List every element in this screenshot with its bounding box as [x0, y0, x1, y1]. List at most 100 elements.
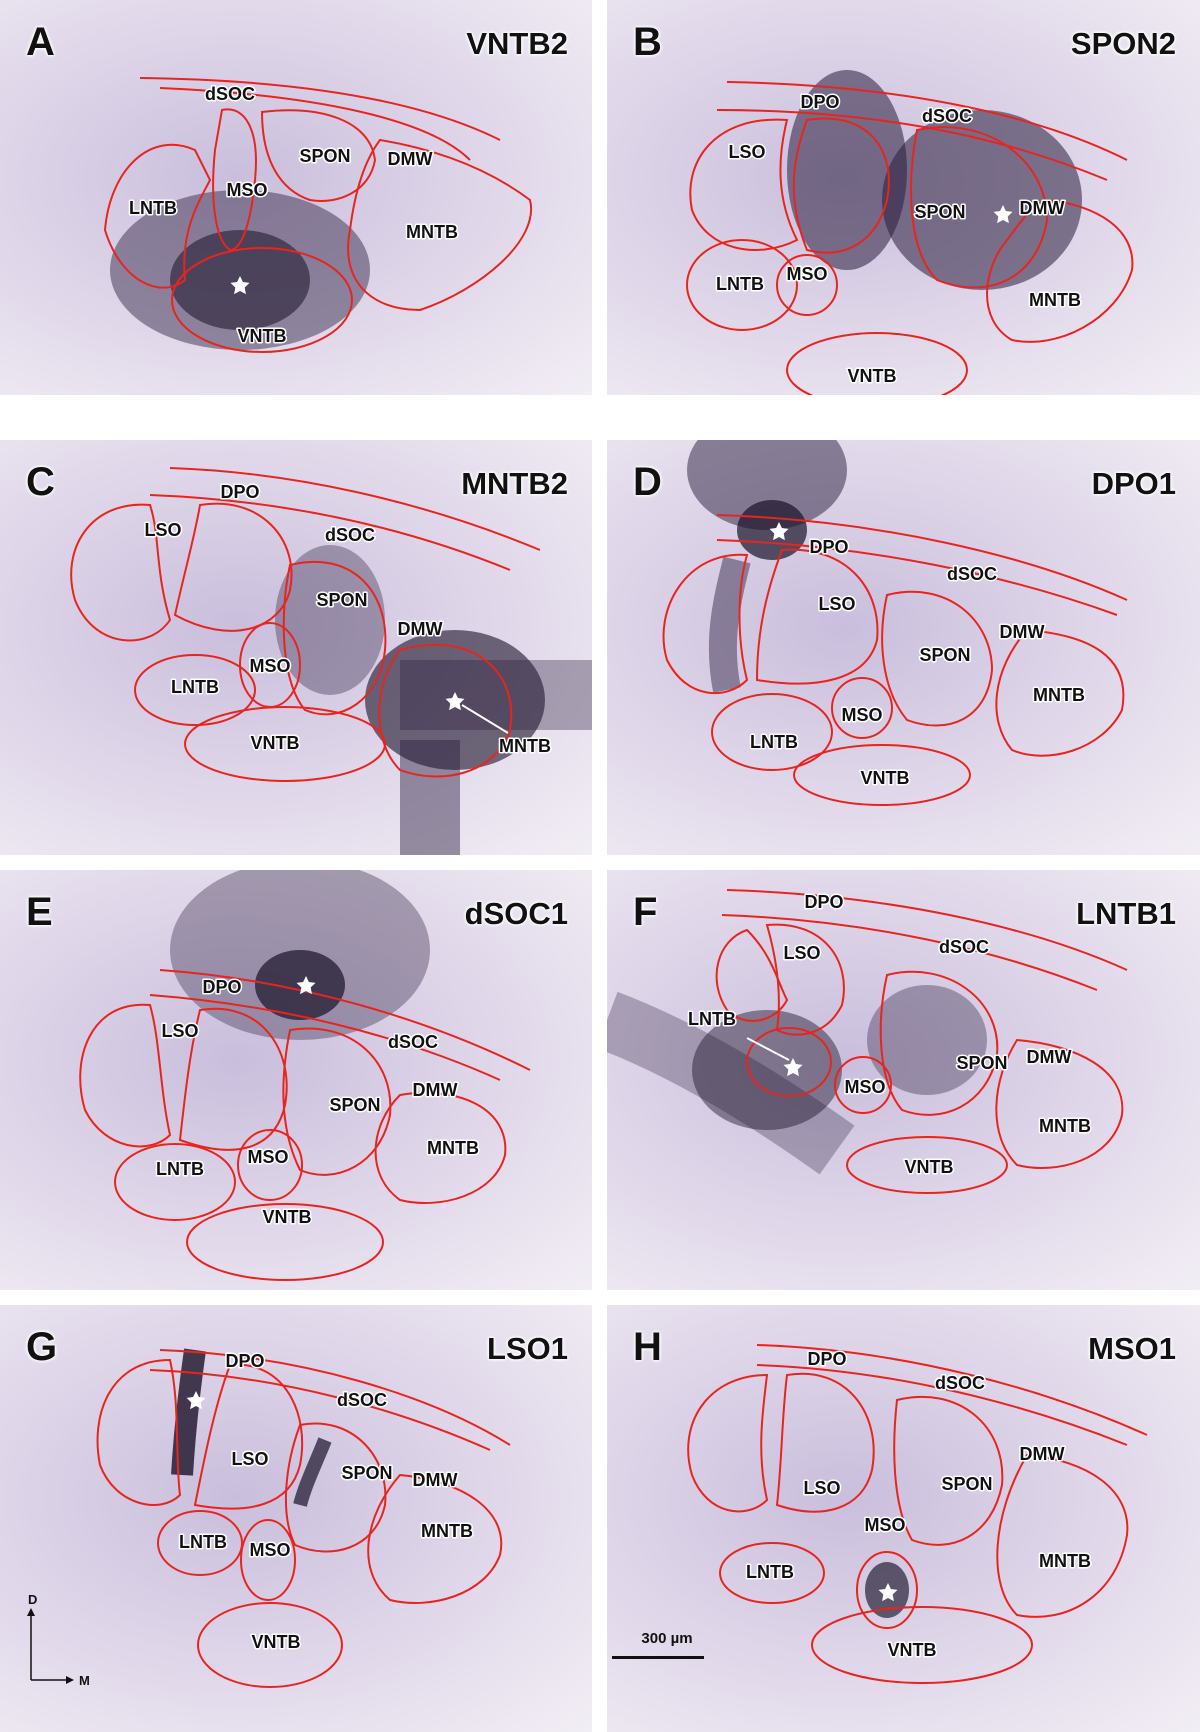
region-label-dpo: DPO	[807, 1349, 846, 1369]
region-label-lso: LSO	[144, 520, 181, 540]
panel-letter: C	[26, 460, 55, 504]
dorsal-label: D	[28, 1592, 37, 1607]
panel-b-outlines: DPO dSOC LSO SPON DMW LNTB MSO MNTB VNTB	[686, 70, 1134, 395]
region-label-mntb: MNTB	[1039, 1551, 1091, 1571]
region-label-mso: MSO	[247, 1147, 288, 1167]
region-label-dmw: DMW	[388, 149, 433, 169]
region-label-dsoc: dSOC	[337, 1390, 387, 1410]
region-label-dmw: DMW	[1000, 622, 1045, 642]
region-label-dsoc: dSOC	[922, 106, 972, 126]
scale-bar-label: 300 µm	[641, 1630, 693, 1647]
region-label-mso: MSO	[249, 656, 290, 676]
region-label-dpo: DPO	[804, 892, 843, 912]
orientation-indicator: D M	[27, 1592, 90, 1688]
medial-label: M	[79, 1673, 90, 1688]
region-label-mntb: MNTB	[1039, 1116, 1091, 1136]
region-label-dpo: DPO	[809, 537, 848, 557]
region-label-dmw: DMW	[1020, 198, 1065, 218]
panel-title: MNTB2	[461, 466, 568, 501]
panel-h: DPO dSOC LSO DMW SPON MSO LNTB MNTB VNTB…	[607, 1305, 1200, 1732]
region-label-dsoc: dSOC	[388, 1032, 438, 1052]
panel-title: MSO1	[1088, 1331, 1176, 1366]
panel-title: SPON2	[1070, 26, 1176, 61]
region-label-lntb: LNTB	[746, 1562, 794, 1582]
region-label-vntb: VNTB	[252, 1632, 301, 1652]
panel-letter: A	[26, 20, 55, 64]
panel-f: DPO LSO dSOC LNTB SPON DMW MSO MNTB VNTB…	[607, 870, 1200, 1290]
region-label-spon: SPON	[919, 645, 970, 665]
region-label-mso: MSO	[864, 1515, 905, 1535]
region-label-spon: SPON	[299, 146, 350, 166]
panel-letter: D	[633, 460, 662, 504]
region-label-mso: MSO	[786, 264, 827, 284]
region-label-spon: SPON	[914, 202, 965, 222]
region-label-lso: LSO	[803, 1478, 840, 1498]
region-label-dsoc: dSOC	[939, 937, 989, 957]
region-label-mso: MSO	[841, 705, 882, 725]
region-label-spon: SPON	[941, 1474, 992, 1494]
panel-e-outlines: DPO LSO dSOC DMW SPON MNTB MSO LNTB VNTB	[79, 870, 531, 1281]
region-label-mntb: MNTB	[406, 222, 458, 242]
scale-bar-line	[612, 1656, 704, 1659]
region-label-vntb: VNTB	[251, 733, 300, 753]
injection-site-star	[783, 1058, 803, 1077]
region-label-dmw: DMW	[1020, 1444, 1065, 1464]
panel-letter: E	[26, 890, 53, 934]
panel-title: dSOC1	[464, 896, 568, 931]
panel-h-outlines: DPO dSOC LSO DMW SPON MSO LNTB MNTB VNTB	[687, 1344, 1148, 1684]
panel-title: LNTB1	[1076, 896, 1176, 931]
region-label-vntb: VNTB	[861, 768, 910, 788]
region-label-dsoc: dSOC	[935, 1373, 985, 1393]
region-label-lso: LSO	[231, 1449, 268, 1469]
region-label-spon: SPON	[956, 1053, 1007, 1073]
region-label-mntb: MNTB	[427, 1138, 479, 1158]
region-label-lntb: LNTB	[156, 1159, 204, 1179]
region-label-lso: LSO	[161, 1021, 198, 1041]
region-label-dmw: DMW	[413, 1080, 458, 1100]
region-label-mntb: MNTB	[499, 736, 551, 756]
panel-b: DPO dSOC LSO SPON DMW LNTB MSO MNTB VNTB…	[607, 0, 1200, 395]
region-label-dsoc: dSOC	[947, 564, 997, 584]
region-label-dpo: DPO	[800, 92, 839, 112]
panel-g-outlines: DPO dSOC LSO SPON DMW MNTB LNTB MSO VNTB	[96, 1348, 511, 1688]
injection-site-star	[230, 276, 250, 295]
region-label-spon: SPON	[341, 1463, 392, 1483]
region-label-dsoc: dSOC	[325, 525, 375, 545]
region-label-lntb: LNTB	[179, 1532, 227, 1552]
injection-site-star	[296, 976, 316, 995]
region-label-mntb: MNTB	[1033, 685, 1085, 705]
region-label-lso: LSO	[728, 142, 765, 162]
panel-letter: F	[633, 890, 658, 934]
panel-a-outlines: dSOC SPON DMW MSO LNTB MNTB VNTB	[103, 77, 533, 353]
region-label-mntb: MNTB	[421, 1521, 473, 1541]
injection-site-star	[769, 522, 789, 541]
panel-d-outlines: DPO dSOC LSO DMW SPON MNTB MSO LNTB VNTB	[662, 440, 1128, 806]
region-label-mntb: MNTB	[1029, 290, 1081, 310]
panel-letter: B	[633, 20, 662, 64]
panel-f-outlines: DPO LSO dSOC LNTB SPON DMW MSO MNTB VNTB	[607, 889, 1128, 1194]
region-label-vntb: VNTB	[905, 1157, 954, 1177]
panel-a: dSOC SPON DMW MSO LNTB MNTB VNTB A VNTB2	[0, 0, 592, 395]
region-label-lntb: LNTB	[716, 274, 764, 294]
region-label-lntb: LNTB	[129, 198, 177, 218]
injection-site-star	[445, 692, 465, 711]
panel-title: DPO1	[1091, 466, 1176, 501]
region-label-spon: SPON	[329, 1095, 380, 1115]
panel-e: DPO LSO dSOC DMW SPON MNTB MSO LNTB VNTB…	[0, 870, 592, 1290]
region-label-vntb: VNTB	[888, 1640, 937, 1660]
injection-site-star	[878, 1583, 898, 1602]
region-label-vntb: VNTB	[848, 366, 897, 386]
region-label-mso: MSO	[249, 1540, 290, 1560]
panel-c-outlines: DPO LSO dSOC SPON DMW MSO LNTB VNTB MNTB	[70, 467, 592, 855]
panel-c: DPO LSO dSOC SPON DMW MSO LNTB VNTB MNTB…	[0, 440, 592, 855]
region-label-lntb: LNTB	[750, 732, 798, 752]
region-label-mso: MSO	[226, 180, 267, 200]
region-label-dpo: DPO	[202, 977, 241, 997]
region-label-spon: SPON	[316, 590, 367, 610]
injection-site-star	[186, 1391, 206, 1410]
panel-title: LSO1	[487, 1331, 568, 1366]
region-label-dmw: DMW	[398, 619, 443, 639]
panel-d: DPO dSOC LSO DMW SPON MNTB MSO LNTB VNTB…	[607, 440, 1200, 855]
region-label-lso: LSO	[818, 594, 855, 614]
